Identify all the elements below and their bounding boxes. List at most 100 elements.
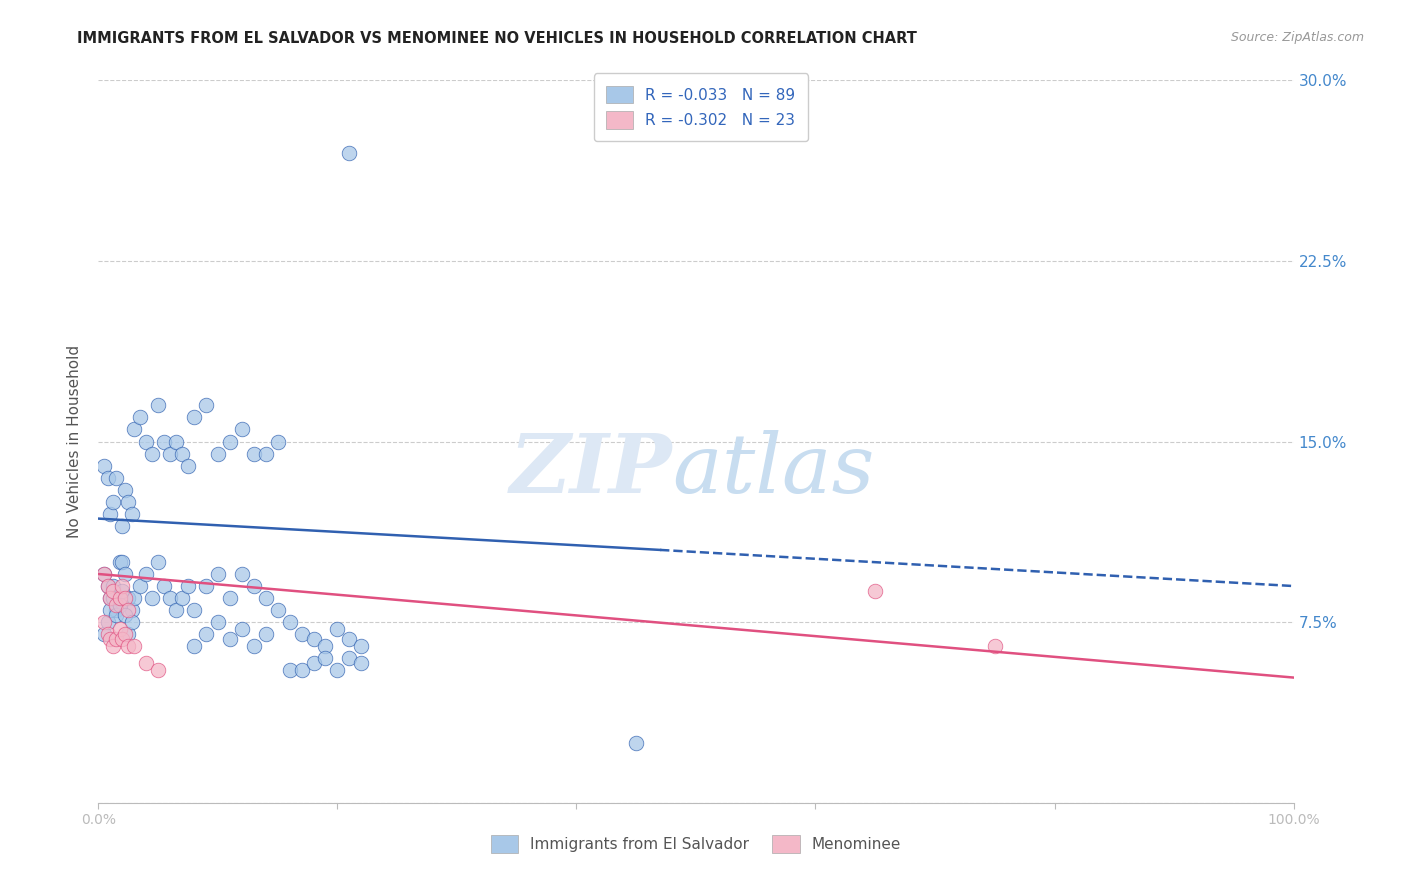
Point bbox=[108, 623, 131, 637]
Point bbox=[129, 410, 152, 425]
Point bbox=[135, 567, 157, 582]
Point bbox=[183, 603, 205, 617]
Point bbox=[93, 567, 115, 582]
Point bbox=[111, 518, 134, 533]
Point bbox=[984, 639, 1007, 653]
Point bbox=[121, 603, 143, 617]
Point bbox=[339, 651, 361, 665]
Point bbox=[254, 627, 277, 641]
Point bbox=[278, 615, 301, 630]
Point bbox=[108, 599, 131, 613]
Point bbox=[108, 591, 131, 605]
Point bbox=[219, 434, 242, 449]
Point bbox=[114, 591, 136, 605]
Y-axis label: No Vehicles in Household: No Vehicles in Household bbox=[67, 345, 83, 538]
Point bbox=[326, 664, 349, 678]
Point bbox=[98, 603, 122, 617]
Point bbox=[101, 591, 124, 605]
Point bbox=[219, 632, 242, 646]
Point bbox=[101, 583, 124, 598]
Point bbox=[153, 579, 176, 593]
Point bbox=[117, 603, 139, 617]
Point bbox=[159, 446, 181, 460]
Point bbox=[195, 579, 218, 593]
Point bbox=[111, 583, 134, 598]
Point bbox=[111, 555, 134, 569]
Point bbox=[243, 446, 266, 460]
Point bbox=[243, 579, 266, 593]
Point bbox=[97, 470, 120, 484]
Point bbox=[267, 434, 290, 449]
Point bbox=[105, 607, 128, 622]
Point bbox=[111, 632, 134, 646]
Point bbox=[315, 639, 337, 653]
Point bbox=[291, 664, 314, 678]
Point bbox=[108, 591, 131, 605]
Point bbox=[865, 583, 887, 598]
Point bbox=[135, 434, 157, 449]
Point bbox=[350, 656, 373, 670]
Point bbox=[159, 591, 181, 605]
Text: atlas: atlas bbox=[672, 431, 875, 510]
Point bbox=[243, 639, 266, 653]
Point bbox=[105, 632, 128, 646]
Point bbox=[267, 603, 290, 617]
Legend: Immigrants from El Salvador, Menominee: Immigrants from El Salvador, Menominee bbox=[484, 827, 908, 860]
Point bbox=[105, 603, 128, 617]
Point bbox=[98, 507, 122, 521]
Point bbox=[121, 615, 143, 630]
Point bbox=[101, 639, 124, 653]
Point bbox=[101, 579, 124, 593]
Point bbox=[117, 494, 139, 508]
Point bbox=[93, 627, 115, 641]
Point bbox=[129, 579, 152, 593]
Point bbox=[93, 458, 115, 473]
Point bbox=[97, 615, 120, 630]
Point bbox=[97, 579, 120, 593]
Point bbox=[105, 599, 128, 613]
Point bbox=[231, 623, 253, 637]
Point bbox=[114, 483, 136, 497]
Point bbox=[207, 567, 229, 582]
Point bbox=[124, 422, 146, 436]
Point bbox=[315, 651, 337, 665]
Point bbox=[231, 422, 253, 436]
Point bbox=[350, 639, 373, 653]
Point bbox=[626, 735, 648, 749]
Text: IMMIGRANTS FROM EL SALVADOR VS MENOMINEE NO VEHICLES IN HOUSEHOLD CORRELATION CH: IMMIGRANTS FROM EL SALVADOR VS MENOMINEE… bbox=[77, 31, 917, 46]
Point bbox=[93, 615, 115, 630]
Point bbox=[141, 591, 163, 605]
Point bbox=[97, 627, 120, 641]
Point bbox=[114, 627, 136, 641]
Point bbox=[326, 623, 349, 637]
Point bbox=[254, 591, 277, 605]
Point bbox=[135, 656, 157, 670]
Point bbox=[124, 639, 146, 653]
Point bbox=[117, 627, 139, 641]
Point bbox=[148, 555, 170, 569]
Point bbox=[231, 567, 253, 582]
Point bbox=[207, 615, 229, 630]
Text: Source: ZipAtlas.com: Source: ZipAtlas.com bbox=[1230, 31, 1364, 45]
Point bbox=[98, 591, 122, 605]
Point bbox=[117, 639, 139, 653]
Point bbox=[177, 579, 200, 593]
Point bbox=[207, 446, 229, 460]
Point bbox=[121, 507, 143, 521]
Point bbox=[278, 664, 301, 678]
Point bbox=[195, 627, 218, 641]
Point bbox=[177, 458, 200, 473]
Point bbox=[339, 145, 361, 160]
Point bbox=[172, 591, 194, 605]
Point bbox=[117, 591, 139, 605]
Point bbox=[183, 410, 205, 425]
Point bbox=[165, 603, 187, 617]
Point bbox=[114, 567, 136, 582]
Text: ZIP: ZIP bbox=[509, 431, 672, 510]
Point bbox=[183, 639, 205, 653]
Point bbox=[93, 567, 115, 582]
Point bbox=[97, 579, 120, 593]
Point bbox=[105, 470, 128, 484]
Point bbox=[302, 632, 325, 646]
Point bbox=[165, 434, 187, 449]
